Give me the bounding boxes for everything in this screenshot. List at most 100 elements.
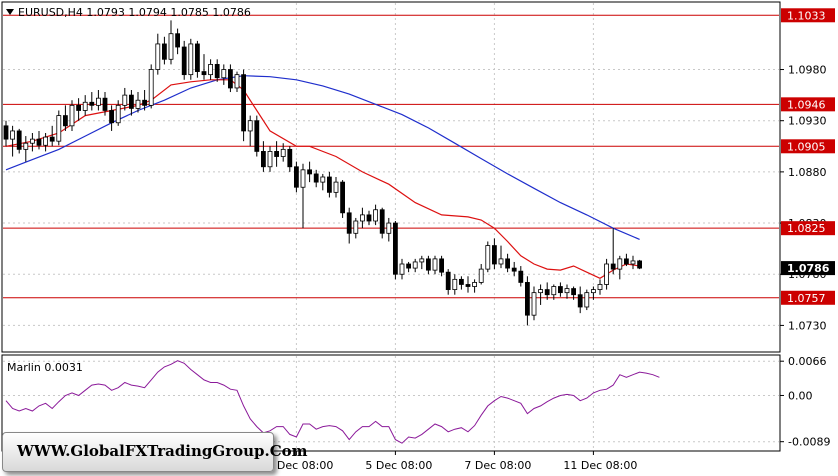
bear-candle: [313, 173, 319, 183]
bear-candle: [49, 136, 55, 142]
bull-candle: [485, 245, 491, 270]
bear-candle: [624, 258, 629, 265]
bear-candle: [214, 64, 220, 79]
level-label-box: [781, 221, 835, 236]
bear-candle: [287, 148, 293, 168]
bull-candle: [29, 138, 35, 144]
bull-candle: [82, 101, 88, 111]
price-tick-label: 1.0730: [788, 319, 827, 332]
bear-candle: [89, 101, 95, 106]
time-axis-ticks: 1 Dec 08:00 5 Dec 08:00 7 Dec 08:00 11 Dec …: [266, 451, 637, 472]
bear-candle: [3, 125, 9, 140]
price-tick-label: 1.0980: [788, 64, 827, 77]
bull-candle: [531, 292, 537, 316]
bear-candle: [142, 99, 148, 106]
bull-candle: [300, 169, 306, 188]
bear-candle: [227, 69, 233, 89]
bear-candle: [366, 214, 372, 222]
collapse-arrow-icon[interactable]: [6, 9, 14, 15]
watermark-text: WWW.GlobalFXTradingGroup.Com: [17, 442, 308, 460]
bear-candle: [491, 245, 497, 265]
time-tick-label: 11 Dec 08:00: [563, 459, 637, 472]
bull-candle: [333, 181, 339, 193]
main-chart-title: EURUSD,H4 1.0793 1.0794 1.0785 1.0786: [18, 6, 251, 19]
bear-candle: [518, 270, 524, 283]
bear-candle: [326, 176, 332, 193]
bear-candle: [346, 212, 352, 234]
current-price-marker: 1.0786: [781, 261, 835, 276]
bear-candle: [76, 104, 81, 111]
current-price-label: 1.0786: [787, 262, 830, 275]
level-label: 1.1033: [787, 9, 826, 22]
bear-candle: [392, 222, 398, 275]
bull-candle: [452, 278, 458, 290]
bear-candle: [109, 110, 114, 124]
bull-candle: [373, 209, 379, 222]
bear-candle: [274, 151, 280, 157]
bull-candle: [538, 289, 543, 294]
bear-candle: [201, 71, 207, 76]
bear-candle: [425, 258, 431, 271]
bull-candle: [386, 222, 392, 234]
bull-candle: [155, 43, 161, 70]
bull-candle: [280, 148, 286, 157]
bear-candle: [102, 97, 108, 111]
bear-candle: [36, 138, 42, 146]
price-panel-frame: [1, 1, 781, 353]
price-tick-label: 1.0880: [788, 166, 827, 179]
time-tick-label: 5 Dec 08:00: [365, 459, 432, 472]
bear-candle: [307, 169, 313, 175]
bear-candle: [505, 258, 511, 269]
bear-candle: [181, 46, 187, 76]
bull-candle: [353, 220, 359, 234]
bull-candle: [564, 288, 570, 294]
bull-candle: [597, 284, 603, 290]
level-labels: 1.1033 1.0946 1.0905 1.0825 1.0757: [781, 8, 835, 305]
bear-candle: [260, 151, 266, 168]
bear-candle: [637, 260, 642, 269]
bull-candle: [320, 176, 326, 183]
bull-candle: [419, 258, 425, 263]
marlin-tick-label: 0.0066: [788, 355, 827, 368]
bull-candle: [122, 94, 128, 106]
marlin-path: [5, 360, 660, 444]
marlin-line: [5, 360, 660, 444]
level-label: 1.0757: [787, 292, 826, 305]
marlin-tick-label: 0.00: [788, 389, 813, 402]
bull-candle: [412, 261, 418, 269]
bear-candle: [241, 74, 247, 132]
bear-candle: [16, 130, 22, 150]
marlin-axis-ticks: 0.0066 0.00 -0.0089: [780, 355, 830, 449]
bull-candle: [247, 120, 253, 132]
bear-candle: [340, 181, 346, 214]
level-label-box: [781, 290, 835, 305]
time-tick-label: 7 Dec 08:00: [464, 459, 531, 472]
time-tick-label: 1 Dec 08:00: [266, 459, 333, 472]
bear-candle: [571, 288, 576, 296]
bull-candle: [69, 104, 75, 127]
bull-candle: [10, 130, 16, 140]
bear-candle: [544, 289, 550, 296]
bear-candle: [439, 258, 445, 273]
bull-candle: [399, 263, 405, 275]
bull-candle: [188, 43, 194, 76]
marlin-grid: [3, 356, 779, 450]
bull-candle: [168, 33, 174, 60]
bear-candle: [445, 271, 451, 290]
bull-candle: [617, 258, 623, 270]
bear-candle: [293, 166, 299, 188]
level-label-box: [781, 97, 835, 112]
bear-candle: [406, 263, 412, 269]
bull-candle: [115, 104, 121, 124]
bear-candle: [525, 282, 530, 316]
bear-candle: [511, 267, 517, 272]
marlin-title: Marlin 0.0031: [7, 361, 83, 374]
bull-candle: [43, 136, 48, 146]
bull-candle: [359, 214, 365, 222]
bear-candle: [175, 33, 181, 48]
bull-candle: [584, 292, 590, 308]
bear-candle: [577, 294, 583, 308]
bull-candle: [234, 74, 240, 89]
